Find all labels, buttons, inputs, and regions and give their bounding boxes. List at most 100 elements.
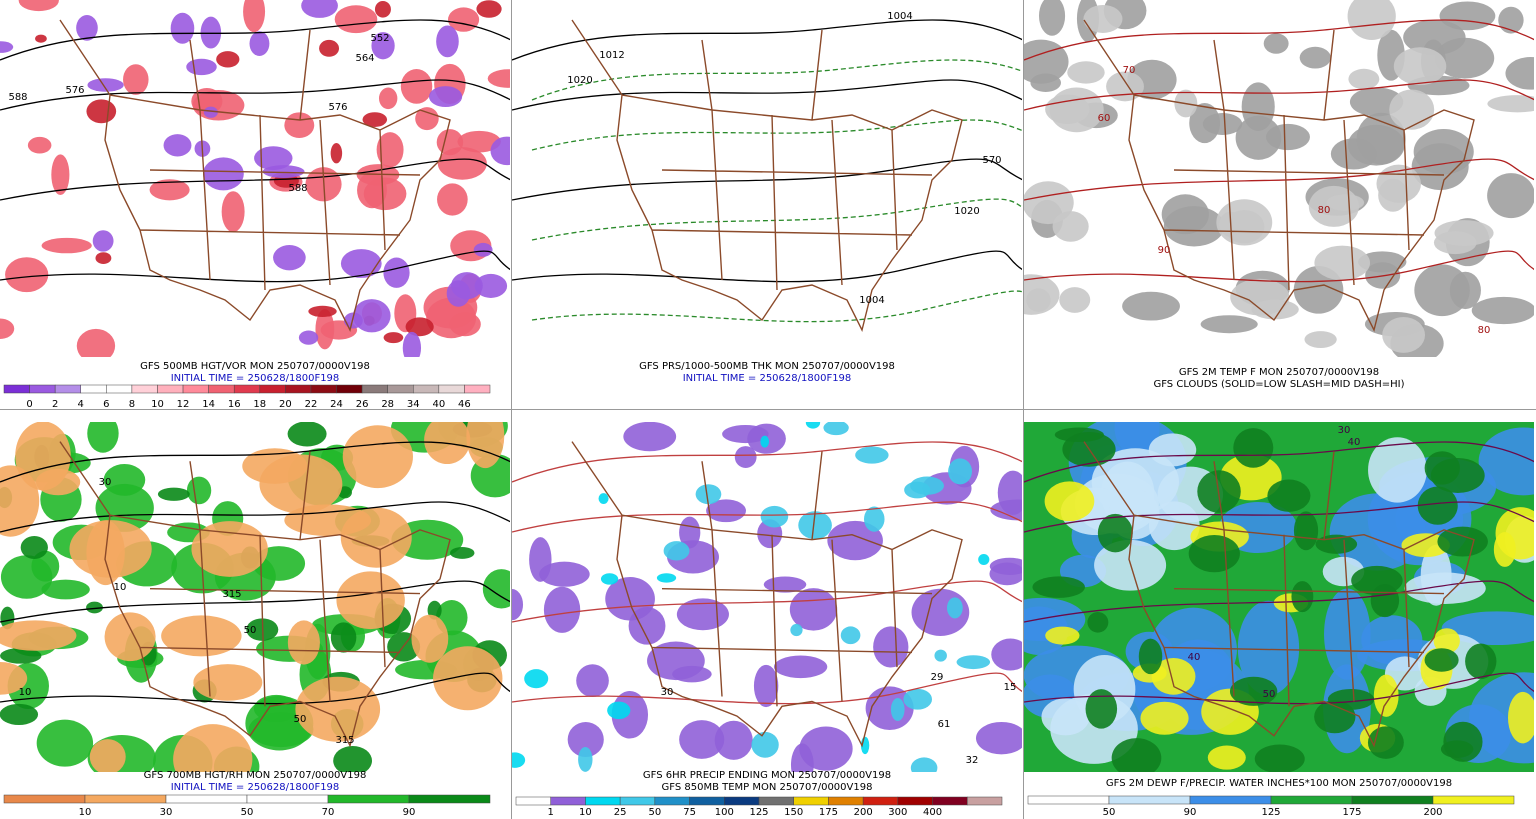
colorbar-segment (54, 384, 81, 394)
colorbar-segment (80, 384, 107, 394)
colorbar-label: 10 (151, 399, 164, 410)
field-shade (567, 722, 604, 758)
colorbar-label: 22 (305, 399, 318, 410)
field-shade (823, 422, 849, 436)
field-shade (1097, 513, 1133, 553)
field-shade (600, 573, 619, 585)
field-shade (474, 273, 508, 298)
colorbar-segment (438, 384, 465, 394)
field-shade (170, 12, 195, 44)
field-shade (910, 757, 938, 772)
contour-label: 1004 (887, 11, 912, 22)
field-shade (1235, 115, 1282, 160)
contour-label: 576 (65, 85, 84, 96)
field-shade (1254, 744, 1305, 772)
colorbar-label: 200 (1423, 807, 1442, 818)
field-shade (997, 470, 1022, 515)
map-panel: 30 10 315 50 10 50 315 (0, 422, 510, 772)
field-shade (36, 719, 94, 767)
field-shade (203, 157, 244, 191)
field-shade (424, 422, 471, 465)
colorbar-segment (897, 796, 933, 806)
field-shade (934, 649, 947, 662)
colorbar-label: 400 (923, 807, 942, 818)
contour-label: 30 (1338, 425, 1351, 436)
colorbar-segment (182, 384, 209, 394)
colorbar-segment (464, 384, 491, 394)
field-shade (647, 641, 705, 681)
colorbar-segment (758, 796, 794, 806)
field-shade (0, 555, 53, 599)
field-shade (1032, 576, 1085, 598)
colorbar-segment (106, 384, 133, 394)
field-shade (1487, 173, 1534, 219)
colorbar-segment (862, 796, 899, 806)
colorbar-label: 50 (648, 807, 661, 818)
colorbar-label: 14 (202, 399, 215, 410)
field-shade (1326, 194, 1365, 211)
field-shade (1038, 0, 1066, 36)
field-shade (27, 136, 52, 154)
field-shade (656, 573, 677, 583)
contour-label: 570 (982, 155, 1001, 166)
contour-label: 29 (931, 672, 944, 683)
field-shade (5, 257, 49, 293)
colorbar-label: 50 (1103, 807, 1116, 818)
colorbar-segment (408, 794, 491, 804)
contour-label: 576 (328, 102, 347, 113)
contour-label: 61 (938, 719, 951, 730)
field-shade (1330, 138, 1377, 170)
field-shade (87, 422, 119, 453)
field-shade (86, 601, 103, 614)
colorbar-segment (413, 384, 440, 394)
field-shade (336, 571, 405, 630)
field-shade (946, 597, 963, 619)
field-shade (287, 620, 320, 665)
colorbar-label: 25 (614, 807, 627, 818)
field-shade (87, 78, 124, 92)
colorbar-segment (165, 794, 248, 804)
field-shade (35, 34, 47, 43)
colorbar-label: 40 (432, 399, 445, 410)
panel-title: GFS 850MB TEMP MON 250707/0000V198 (662, 782, 873, 793)
field-shade (186, 476, 212, 505)
colorbar-segment (131, 384, 158, 394)
contour-label: 1020 (954, 206, 979, 217)
field-shade (1348, 68, 1380, 90)
colorbar-label: 100 (715, 807, 734, 818)
field-shade (1045, 94, 1090, 125)
field-shade (374, 0, 391, 18)
contour-label: 50 (294, 714, 307, 725)
field-shade (1140, 701, 1189, 735)
colorbar-segment (3, 794, 86, 804)
field-shade (910, 476, 944, 495)
field-shade (378, 87, 398, 110)
field-shade (1367, 726, 1404, 759)
field-shade (287, 422, 327, 447)
field-shade (991, 638, 1022, 671)
contour-label: 40 (1188, 652, 1201, 663)
field-shade (476, 0, 502, 18)
field-shade (482, 569, 510, 609)
field-shade (1324, 588, 1371, 680)
field-shade (254, 146, 293, 171)
colorbar-label: 50 (241, 807, 254, 818)
field-shade (1045, 626, 1080, 645)
field-shade (437, 147, 487, 180)
colorbar-label: 12 (177, 399, 190, 410)
field-shade (1417, 486, 1458, 525)
field-shade (576, 664, 609, 698)
field-shade (259, 454, 343, 514)
map-panel: 60 70 80 90 80 (1024, 0, 1534, 357)
field-shade (1059, 287, 1091, 313)
contour-label: 80 (1478, 325, 1491, 336)
panel-title: GFS 2M DEWP F/PRECIP. WATER INCHES*100 M… (1106, 778, 1452, 789)
map-panel: 30 29 61 32 15 (512, 422, 1022, 772)
field-shade (789, 588, 838, 631)
field-shade (0, 465, 40, 537)
colorbar-label: 24 (330, 399, 343, 410)
field-shade (352, 299, 391, 333)
colorbar-segment (3, 384, 30, 394)
colorbar-segment (932, 796, 968, 806)
field-shade (1202, 112, 1243, 136)
